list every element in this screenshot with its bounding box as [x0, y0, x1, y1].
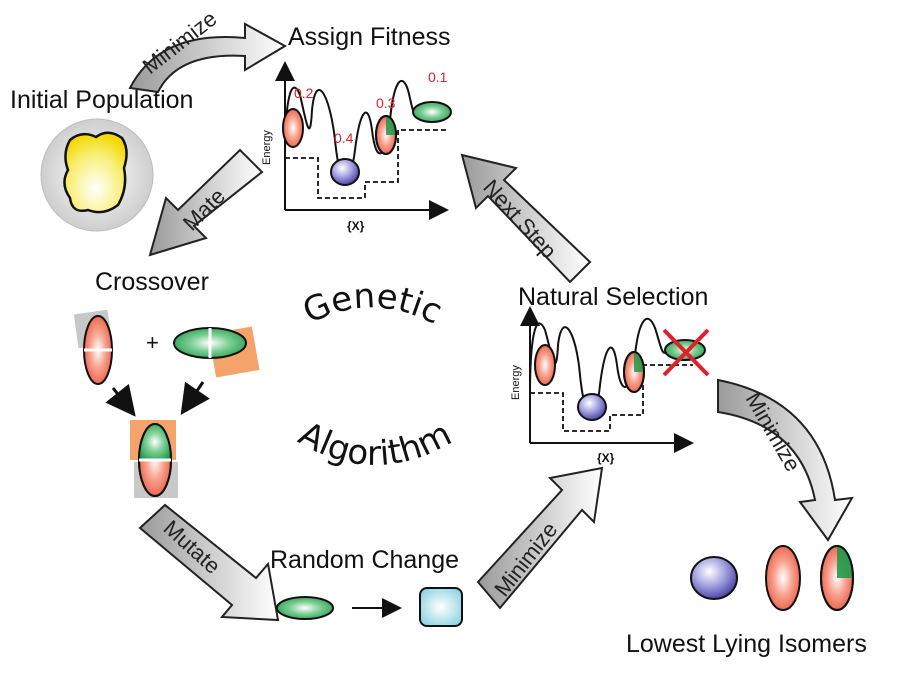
- selection-isomer-red: [534, 344, 556, 386]
- fitness-xlabel: {X}: [347, 219, 365, 233]
- crossover-arrow-right: [180, 381, 210, 415]
- selection-isomer-mixed: [623, 351, 645, 393]
- crossover-child: [130, 420, 178, 498]
- rejection-cross-icon: [662, 328, 710, 377]
- genetic-title: Genetic: [297, 276, 448, 332]
- minimize-arrow-bottom: Minimize: [476, 466, 604, 610]
- selection-plot: Energy {X}: [510, 306, 710, 465]
- lowest-isomer-mixed: [820, 545, 854, 611]
- initial-population-icon: [40, 118, 154, 232]
- fitness-isomer-red: [282, 108, 304, 148]
- minimize-arrow-right: Minimize: [717, 378, 854, 542]
- mutate-arrow: Mutate: [138, 503, 280, 622]
- selection-xlabel: {X}: [597, 451, 615, 465]
- fitness-value-2: 0.4: [334, 130, 354, 146]
- selection-isomer-blue: [577, 393, 607, 421]
- lowest-lying-isomers-label: Lowest Lying Isomers: [626, 630, 867, 658]
- selection-ylabel: Energy: [510, 365, 522, 400]
- initial-population-label: Initial Population: [10, 86, 193, 114]
- crossover-arrow-left: [105, 383, 136, 417]
- random-change-label: Random Change: [270, 546, 459, 574]
- random-change-after: [419, 587, 463, 627]
- next-step-text: Next Step: [478, 175, 561, 264]
- random-change-before: [276, 596, 334, 620]
- natural-selection-label: Natural Selection: [518, 283, 708, 311]
- fitness-value-3: 0.3: [376, 95, 396, 111]
- fitness-isomer-blue: [330, 158, 360, 186]
- crossover-label: Crossover: [95, 268, 209, 296]
- plus-sign: +: [146, 330, 159, 355]
- crossover-parent-1: [73, 309, 113, 385]
- algorithm-title: Algorithm: [292, 414, 458, 474]
- fitness-ylabel: Energy: [261, 130, 273, 165]
- fitness-plot: Energy {X} 0.2 0.4 0.3 0.1: [261, 61, 452, 233]
- minimize-arrow-top: Minimize: [128, 6, 288, 94]
- next-step-arrow: Next Step: [460, 153, 592, 284]
- fitness-value-1: 0.2: [294, 85, 314, 101]
- fitness-isomer-mixed: [375, 115, 397, 155]
- assign-fitness-label: Assign Fitness: [288, 23, 451, 51]
- lowest-isomer-blue: [690, 556, 738, 600]
- lowest-isomer-red: [765, 545, 801, 611]
- crossover-parent-2: [173, 326, 260, 378]
- mate-arrow: Mate: [148, 148, 264, 257]
- fitness-value-4: 0.1: [428, 69, 448, 85]
- fitness-isomer-green: [412, 101, 452, 123]
